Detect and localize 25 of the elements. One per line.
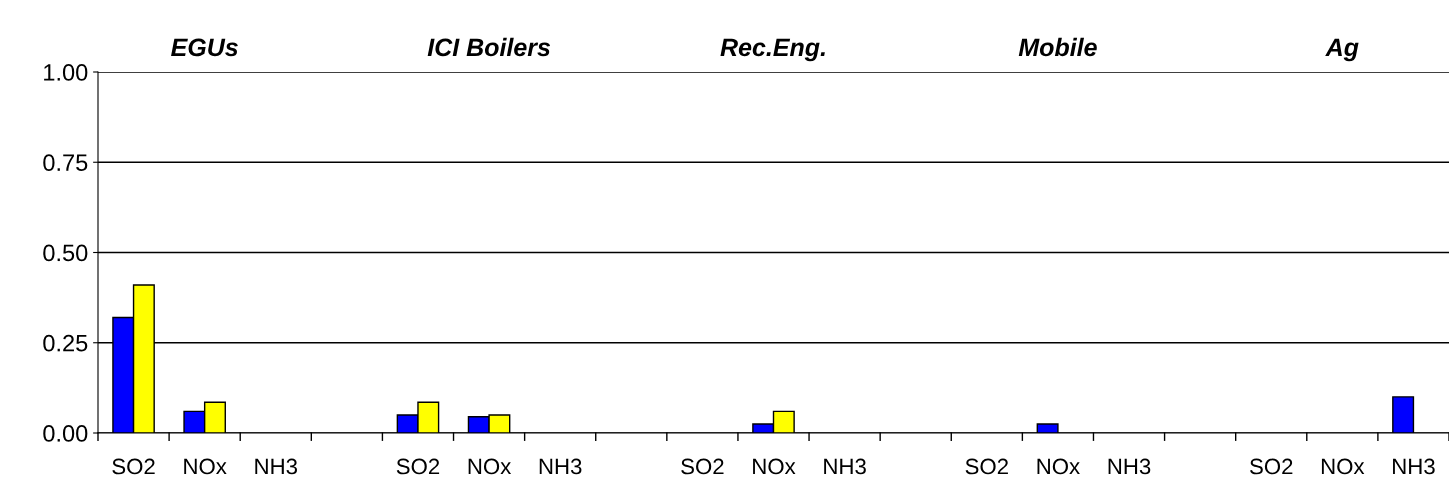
y-tick-label: 0.75 [43,154,88,172]
y-tick-label: 0.50 [43,244,88,262]
x-tick-label: NH3 [255,458,298,475]
x-tick-label: NOx [1037,458,1080,475]
x-tick-label: NOx [468,458,512,475]
x-tick-label: NH3 [539,458,582,475]
x-tick-label: NOx [184,458,227,475]
x-tick-label: NH3 [1393,458,1435,475]
y-tick-label: 0.00 [43,425,88,442]
text: EGUs [171,38,238,57]
text: ICI Boilers [427,37,551,57]
x-tick-label: SO2 [681,458,724,475]
text: Rec.Eng. [720,38,825,62]
x-tick-label: SO2 [965,458,1008,475]
x-tick-label: NOx [1321,458,1365,475]
text: Mobile [1018,37,1097,57]
x-tick-label: SO2 [1250,458,1293,475]
y-tick-label: 0.25 [43,334,88,352]
x-tick-label: NH3 [824,458,866,475]
x-tick-label: NH3 [1108,458,1151,475]
x-tick-label: SO2 [112,458,155,475]
y-tick-label: 1.00 [44,64,88,81]
x-tick-label: SO2 [396,458,440,475]
text: Ag [1325,38,1359,62]
x-tick-label: NOx [753,458,796,475]
